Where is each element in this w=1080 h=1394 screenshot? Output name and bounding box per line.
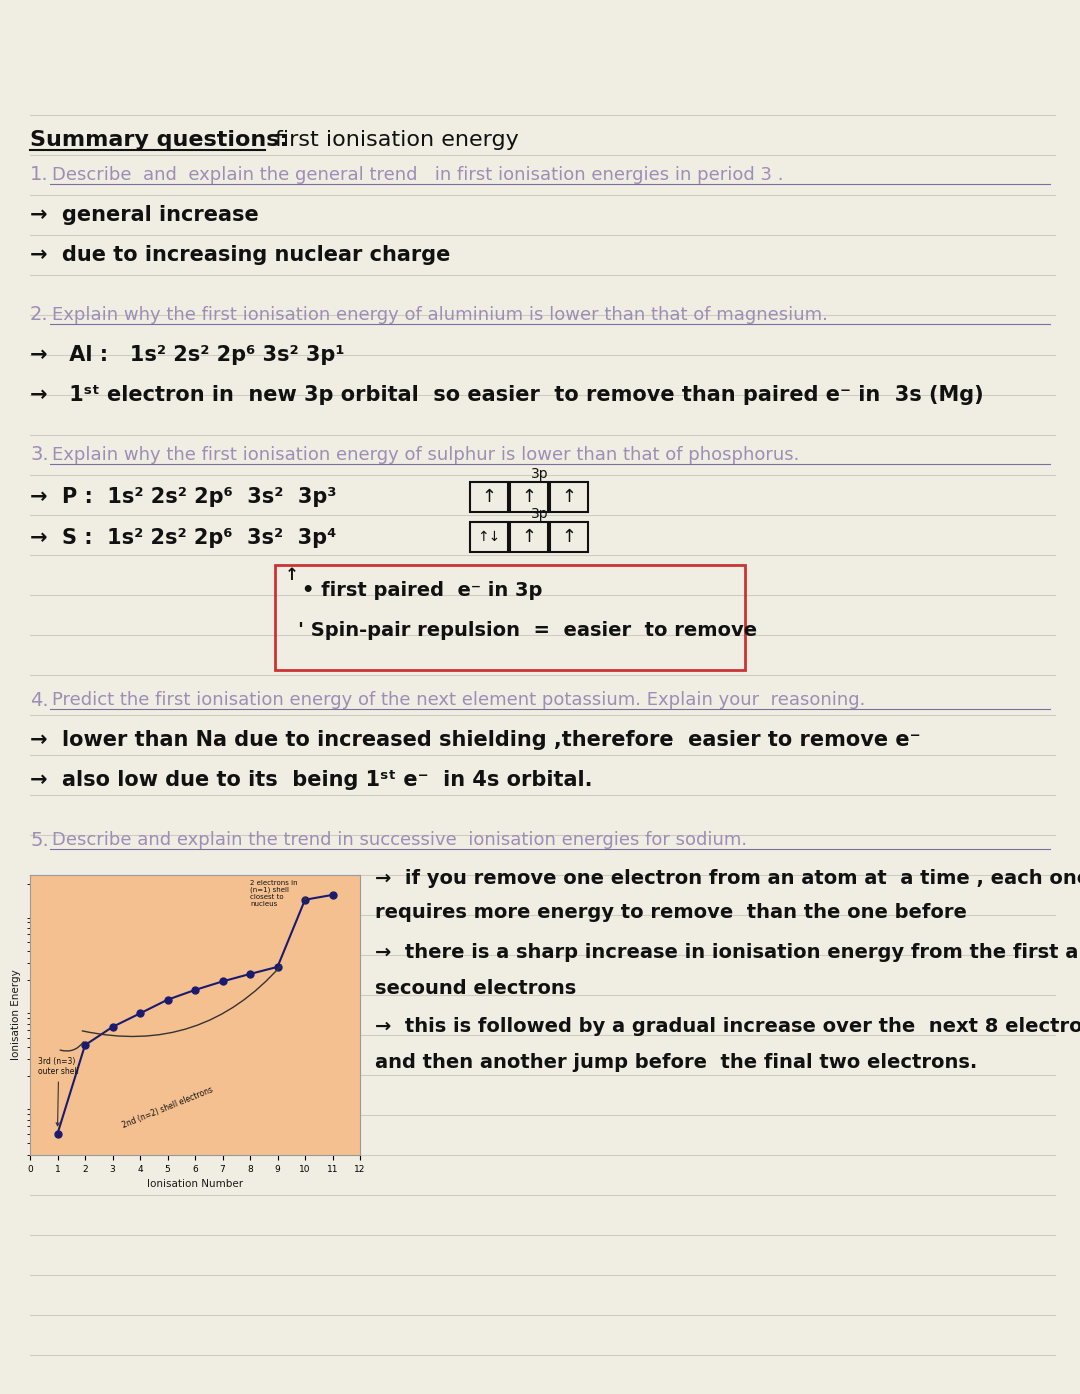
Text: • first paired  e⁻ in 3p: • first paired e⁻ in 3p bbox=[302, 580, 542, 599]
Text: secound electrons: secound electrons bbox=[375, 979, 577, 998]
Text: →  general increase: → general increase bbox=[30, 205, 259, 224]
Text: ↑: ↑ bbox=[285, 566, 299, 584]
Text: →  also low due to its  being 1ˢᵗ e⁻  in 4s orbital.: → also low due to its being 1ˢᵗ e⁻ in 4s… bbox=[30, 769, 593, 790]
Text: ↑: ↑ bbox=[522, 488, 537, 506]
Text: requires more energy to remove  than the one before: requires more energy to remove than the … bbox=[375, 903, 967, 923]
Text: 2 electrons in
(n=1) shell
closest to
nucleus: 2 electrons in (n=1) shell closest to nu… bbox=[249, 880, 307, 907]
Text: Summary questions:: Summary questions: bbox=[30, 130, 288, 151]
Bar bbox=[510, 482, 548, 512]
Bar bbox=[470, 521, 508, 552]
Bar bbox=[550, 521, 588, 552]
Text: →  S :  1s² 2s² 2p⁶  3s²  3p⁴: → S : 1s² 2s² 2p⁶ 3s² 3p⁴ bbox=[30, 528, 336, 548]
Text: ' Spin-pair repulsion  =  easier  to remove: ' Spin-pair repulsion = easier to remove bbox=[298, 620, 757, 640]
Text: ↑: ↑ bbox=[562, 488, 577, 506]
Text: →  this is followed by a gradual increase over the  next 8 electrons: → this is followed by a gradual increase… bbox=[375, 1018, 1080, 1037]
Text: →  due to increasing nuclear charge: → due to increasing nuclear charge bbox=[30, 245, 450, 265]
Text: 3.: 3. bbox=[30, 446, 49, 464]
Text: Describe  and  explain the general trend   in first ionisation energies in perio: Describe and explain the general trend i… bbox=[52, 166, 783, 184]
Text: 3rd (n=3)
outer shell: 3rd (n=3) outer shell bbox=[38, 1057, 79, 1126]
Text: →  lower than Na due to increased shielding ,therefore  easier to remove e⁻: → lower than Na due to increased shieldi… bbox=[30, 730, 920, 750]
Text: →  there is a sharp increase in ionisation energy from the first and: → there is a sharp increase in ionisatio… bbox=[375, 942, 1080, 962]
Text: ↑: ↑ bbox=[522, 528, 537, 546]
Text: 1.: 1. bbox=[30, 166, 49, 184]
Text: 4.: 4. bbox=[30, 690, 49, 710]
Text: →   1ˢᵗ electron in  new 3p orbital  so easier  to remove than paired e⁻ in  3s : → 1ˢᵗ electron in new 3p orbital so easi… bbox=[30, 385, 984, 406]
Text: first ionisation energy: first ionisation energy bbox=[275, 130, 518, 151]
Bar bbox=[470, 482, 508, 512]
Text: Describe and explain the trend in successive  ionisation energies for sodium.: Describe and explain the trend in succes… bbox=[52, 831, 747, 849]
Bar bbox=[275, 565, 745, 671]
Text: ↑↓: ↑↓ bbox=[477, 530, 501, 544]
Text: Explain why the first ionisation energy of sulphur is lower than that of phospho: Explain why the first ionisation energy … bbox=[52, 446, 799, 464]
X-axis label: Ionisation Number: Ionisation Number bbox=[147, 1179, 243, 1189]
Text: 3p: 3p bbox=[531, 507, 549, 521]
Text: ↑: ↑ bbox=[562, 528, 577, 546]
Text: 3p: 3p bbox=[531, 467, 549, 481]
Text: →  if you remove one electron from an atom at  a time , each one: → if you remove one electron from an ato… bbox=[375, 868, 1080, 888]
Text: 2.: 2. bbox=[30, 305, 49, 325]
Text: →  P :  1s² 2s² 2p⁶  3s²  3p³: → P : 1s² 2s² 2p⁶ 3s² 3p³ bbox=[30, 487, 337, 507]
Text: and then another jump before  the final two electrons.: and then another jump before the final t… bbox=[375, 1054, 977, 1072]
Text: Explain why the first ionisation energy of aluminium is lower than that of magne: Explain why the first ionisation energy … bbox=[52, 307, 828, 323]
Bar bbox=[550, 482, 588, 512]
Bar bbox=[510, 521, 548, 552]
Text: 2nd (n=2) shell electrons: 2nd (n=2) shell electrons bbox=[121, 1085, 214, 1129]
Y-axis label: Ionisation Energy: Ionisation Energy bbox=[11, 970, 22, 1061]
Text: Predict the first ionisation energy of the next element potassium. Explain your : Predict the first ionisation energy of t… bbox=[52, 691, 865, 710]
Text: →   Al :   1s² 2s² 2p⁶ 3s² 3p¹: → Al : 1s² 2s² 2p⁶ 3s² 3p¹ bbox=[30, 344, 345, 365]
Text: 5.: 5. bbox=[30, 831, 49, 849]
Text: ↑: ↑ bbox=[482, 488, 497, 506]
